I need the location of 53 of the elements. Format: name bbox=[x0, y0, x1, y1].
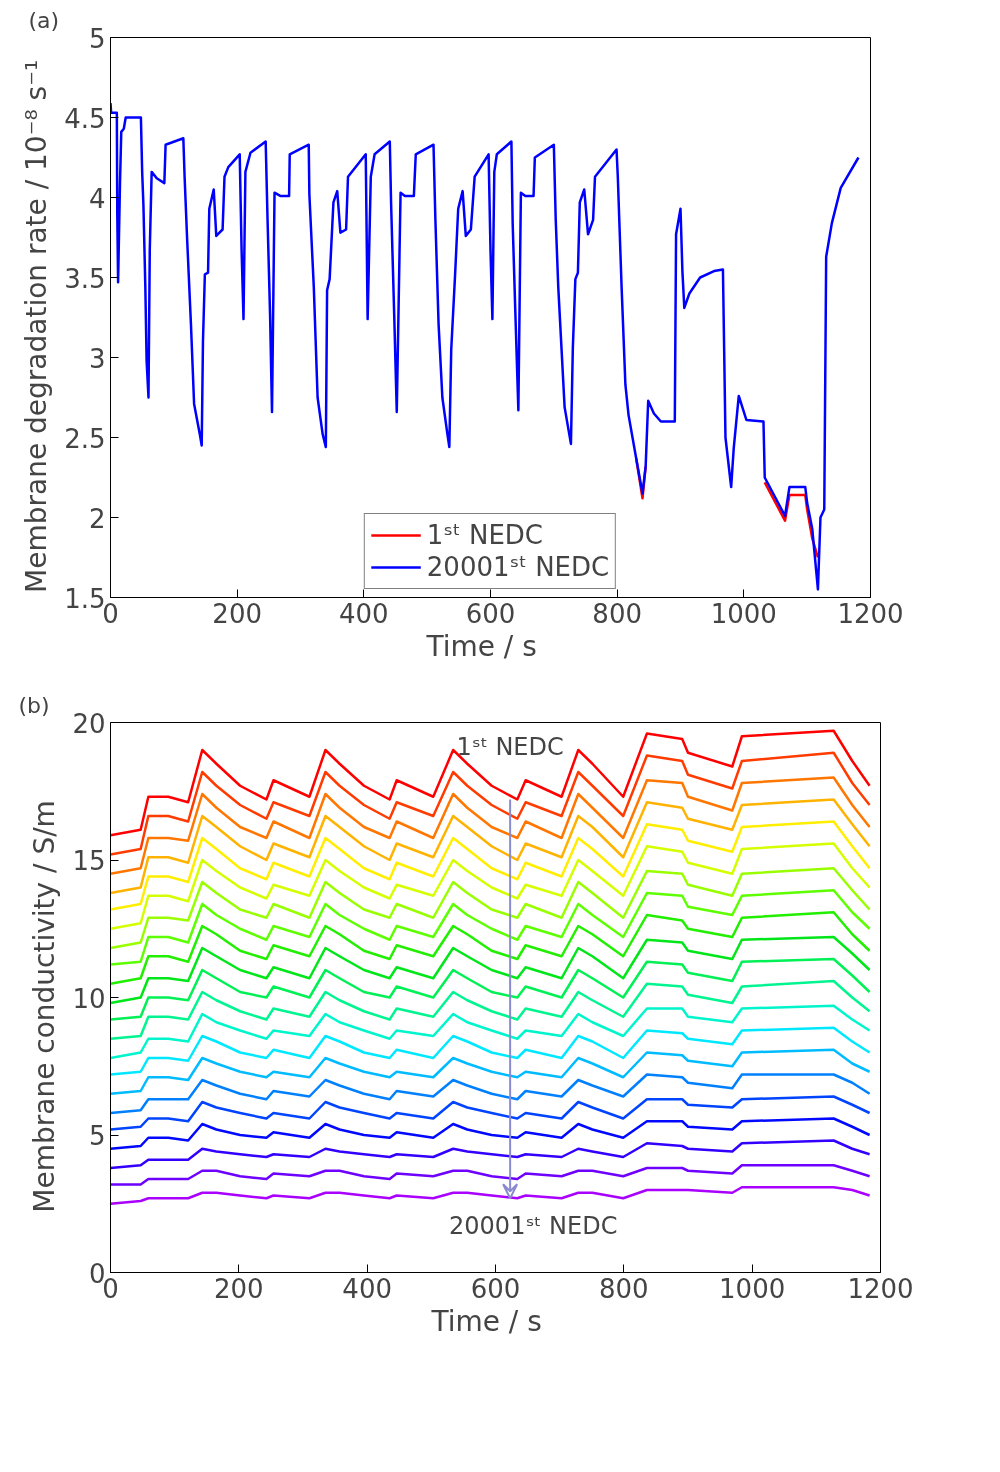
y-tick-label: 5 bbox=[88, 1121, 106, 1151]
x-tick-label: 400 bbox=[342, 1273, 392, 1304]
line-series bbox=[110, 1048, 871, 1095]
line-series bbox=[110, 1004, 871, 1060]
y-tick-label: 5 bbox=[88, 23, 106, 54]
y-axis-title: Membrane conductivity / S/m bbox=[28, 800, 62, 1213]
y-tick-label: 20 bbox=[72, 708, 106, 739]
y-tick-label: 3.5 bbox=[64, 263, 106, 294]
y-tick-label: 3 bbox=[88, 343, 106, 374]
line-series bbox=[110, 729, 871, 837]
y-tick-label: 4 bbox=[88, 183, 106, 214]
line-series bbox=[110, 1164, 871, 1186]
y-tick-label: 2 bbox=[88, 503, 106, 534]
line-series bbox=[110, 101, 860, 591]
text: (b) bbox=[18, 692, 50, 718]
x-tick-label: 200 bbox=[212, 598, 262, 629]
line-series bbox=[110, 889, 871, 966]
x-tick-label: 600 bbox=[465, 598, 516, 629]
x-tick-label: 600 bbox=[470, 1273, 521, 1304]
line-series bbox=[110, 776, 871, 875]
line-series bbox=[110, 1073, 871, 1115]
line-series bbox=[110, 1026, 871, 1076]
x-tick-label: 800 bbox=[592, 598, 642, 629]
legend-label: 20001ˢᵗ NEDC bbox=[426, 552, 610, 582]
x-tick-label: 1000 bbox=[710, 598, 777, 629]
x-tick-label: 800 bbox=[599, 1273, 649, 1304]
line-series bbox=[110, 1117, 871, 1150]
y-tick-label: 15 bbox=[72, 846, 106, 876]
legend-label: 1ˢᵗ NEDC bbox=[426, 520, 544, 550]
line-series bbox=[110, 935, 871, 1005]
x-tick-label: 1200 bbox=[837, 598, 904, 629]
x-tick-label: 400 bbox=[339, 598, 389, 629]
line-series bbox=[110, 798, 871, 895]
text: (a) bbox=[28, 7, 60, 33]
line-series bbox=[110, 867, 871, 950]
annotation: 20001ˢᵗ NEDC bbox=[449, 1211, 618, 1240]
y-axis-title: Membrane degradation rate / 10⁻⁸ s⁻¹ bbox=[20, 59, 54, 593]
line-series bbox=[110, 957, 871, 1021]
x-axis-title: Time / s bbox=[425, 629, 537, 663]
line-series bbox=[110, 1095, 871, 1131]
x-tick-label: 1000 bbox=[719, 1273, 786, 1304]
line-series bbox=[110, 842, 871, 930]
y-tick-label: 2.5 bbox=[64, 423, 106, 454]
annotation: 1ˢᵗ NEDC bbox=[456, 733, 564, 762]
line-series bbox=[110, 820, 871, 911]
line-series bbox=[110, 911, 871, 985]
y-tick-label: 10 bbox=[72, 983, 106, 1014]
x-axis-title: Time / s bbox=[430, 1304, 542, 1338]
x-tick-label: 1200 bbox=[847, 1273, 914, 1304]
line-series bbox=[110, 1139, 871, 1170]
y-tick-label: 4.5 bbox=[64, 103, 106, 134]
line-series bbox=[110, 979, 871, 1040]
x-tick-label: 200 bbox=[214, 1273, 264, 1304]
